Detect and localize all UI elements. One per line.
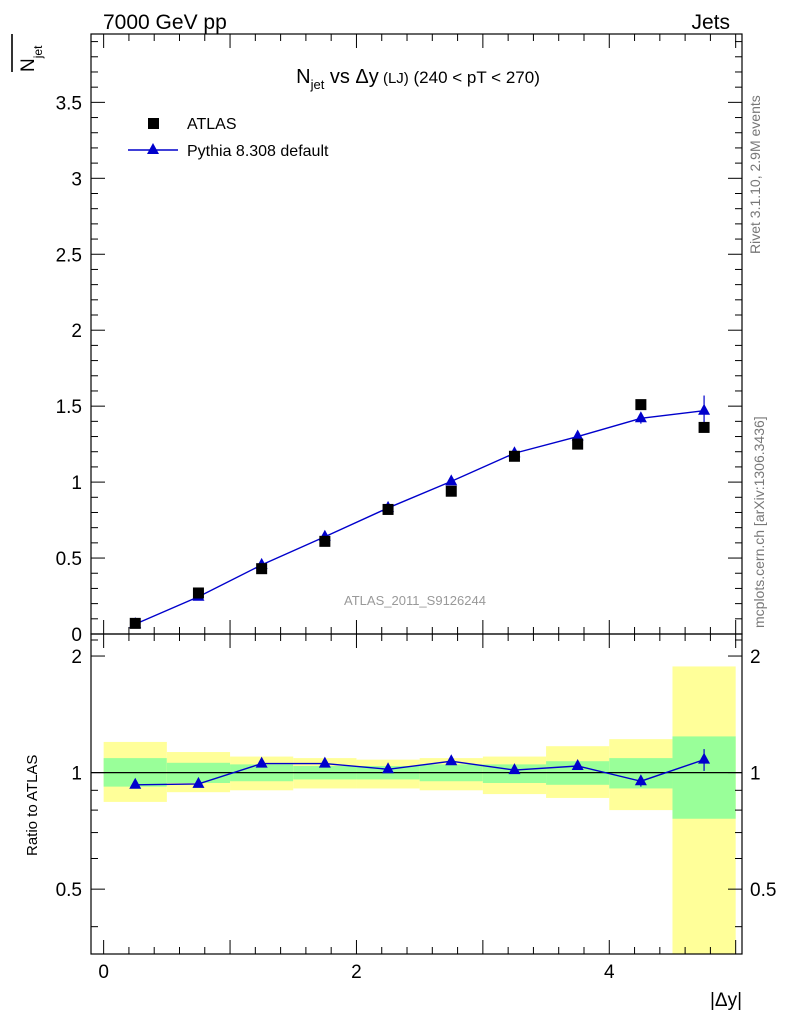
svg-text:mcplots.cern.ch [arXiv:1306.34: mcplots.cern.ch [arXiv:1306.3436] [751, 416, 767, 628]
svg-text:Rivet 3.1.10, 2.9M events: Rivet 3.1.10, 2.9M events [747, 95, 763, 254]
legend-label-atlas: ATLAS [187, 116, 237, 133]
ratio-y-tick-label-right: 1 [750, 764, 761, 785]
main-y-tick-label: 0.5 [56, 549, 82, 570]
ratio-y-tick-label: 0.5 [56, 880, 82, 901]
x-tick-label: 4 [604, 962, 615, 983]
ratio-pythia-point [318, 756, 331, 768]
legend-marker-square [148, 118, 159, 129]
ratio-y-tick-label: 2 [71, 647, 82, 668]
ratio-pythia-point [192, 776, 205, 788]
main-y-tick-label: 3.5 [56, 93, 82, 114]
main-atlas-point [508, 450, 520, 462]
ratio-y-tick-label-right: 0.5 [750, 880, 776, 901]
main-y-tick-label: 2.5 [56, 245, 82, 266]
main-y-tick-label: 3 [71, 169, 82, 190]
ratio-y-tick-label: 1 [71, 764, 82, 785]
svg-text:Ratio to ATLAS: Ratio to ATLAS [24, 755, 41, 856]
legend-label-pythia: Pythia 8.308 default [187, 143, 329, 160]
legend: ATLAS Pythia 8.308 default [128, 116, 329, 160]
x-axis-label: |Δy| [710, 990, 742, 1011]
x-tick-label: 2 [351, 962, 362, 983]
ratio-pythia-point [255, 756, 268, 768]
main-pythia-point [634, 411, 647, 423]
ratio-panel: 0.5 0.5 1 1 2 2 0 2 4 Ratio to ATLAS |Δy| [24, 633, 776, 1011]
energy-label: 7000 GeV pp [103, 11, 227, 34]
ratio-pythia-point [698, 752, 711, 764]
ratio-pythia-point [634, 774, 647, 786]
legend-marker-triangle [147, 143, 159, 154]
ratio-pythia-line [135, 758, 705, 786]
main-y-axis-label: Njet [18, 45, 45, 72]
main-atlas-point [319, 535, 331, 547]
ratio-pythia-point [445, 754, 458, 766]
ratio-pythia-point [508, 763, 521, 775]
main-pythia-point [698, 403, 711, 415]
main-atlas-point [698, 421, 710, 433]
ratio-pythia-point [571, 758, 584, 770]
ratio-y-axis-label: Ratio to ATLAS [24, 755, 41, 856]
process-label: Jets [691, 11, 730, 34]
main-atlas-point [445, 485, 457, 497]
main-panel: 0.5 1 1.5 2 2.5 3 3.5 0 Njet vs Δy (LJ) (240 < … [11, 33, 743, 646]
main-y-tick-label: 1.5 [56, 397, 82, 418]
main-y-tick-label: 1 [71, 473, 82, 494]
main-pythia-point [571, 429, 584, 441]
ratio-y-tick-label-right: 2 [750, 647, 761, 668]
svg-text:Njet: Njet [18, 45, 45, 72]
main-atlas-point [192, 587, 204, 599]
mcplots-label: mcplots.cern.ch [arXiv:1306.3436] [751, 416, 767, 628]
ratio-pythia-point [382, 762, 395, 774]
ratio-pythia-point [129, 777, 142, 789]
x-tick-label: 0 [98, 962, 109, 983]
main-atlas-point [129, 617, 141, 629]
main-title: Njet vs Δy (LJ) (240 < pT < 270) [296, 66, 540, 92]
main-pythia-line [134, 410, 705, 625]
main-atlas-point [382, 503, 394, 515]
legend-entry-pythia: Pythia 8.308 default [128, 143, 329, 160]
main-atlas-point [256, 563, 268, 575]
watermark: ATLAS_2011_S9126244 [344, 593, 486, 608]
rivet-label: Rivet 3.1.10, 2.9M events [747, 95, 763, 254]
ratio-frame [90, 633, 743, 955]
legend-entry-atlas: ATLAS [148, 116, 237, 133]
main-pythia-point [445, 474, 458, 486]
main-y-tick-label: 2 [71, 321, 82, 342]
ratio-inner-band [672, 736, 736, 819]
main-y-tick-label: 0 [71, 625, 82, 646]
main-atlas-point [572, 438, 584, 450]
main-atlas-point [635, 399, 647, 411]
